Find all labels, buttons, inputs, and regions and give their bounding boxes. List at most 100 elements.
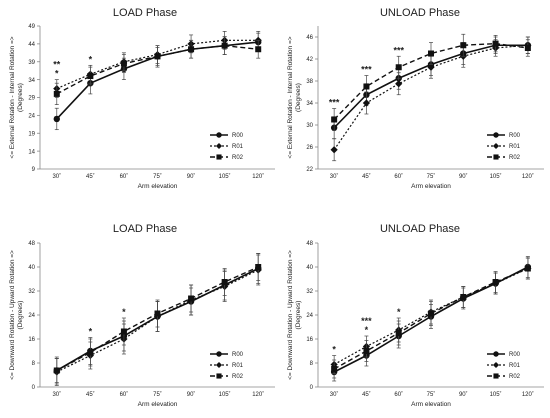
data-point bbox=[120, 60, 127, 67]
x-tick-label: 120˚ bbox=[252, 391, 264, 398]
x-tick-label: 60˚ bbox=[394, 173, 403, 180]
x-tick-label: 75˚ bbox=[153, 391, 162, 398]
legend-marker bbox=[492, 142, 500, 150]
x-axis-label: Arm elevation bbox=[411, 401, 451, 408]
data-point bbox=[255, 46, 262, 53]
y-tick-label: 34 bbox=[306, 101, 313, 107]
data-point bbox=[428, 310, 434, 317]
data-point bbox=[120, 328, 127, 335]
legend-label: R00 bbox=[232, 133, 244, 139]
legend-marker bbox=[215, 361, 223, 369]
data-point bbox=[53, 367, 60, 374]
y-tick-label: 8 bbox=[32, 361, 36, 367]
x-tick-label: 45˚ bbox=[362, 173, 371, 180]
data-point bbox=[221, 279, 228, 285]
chart-title: UNLOAD Phase bbox=[380, 7, 460, 19]
significance-marker: ** bbox=[53, 60, 61, 70]
legend-label: R02 bbox=[509, 155, 521, 161]
x-tick-label: 30˚ bbox=[52, 391, 61, 398]
x-tick-label: 45˚ bbox=[86, 391, 95, 398]
legend-marker bbox=[493, 351, 499, 357]
data-point bbox=[188, 46, 195, 53]
data-point bbox=[492, 279, 499, 285]
data-point bbox=[53, 90, 60, 97]
y-tick-label: 22 bbox=[306, 167, 313, 173]
data-point bbox=[492, 40, 499, 47]
legend-marker bbox=[215, 142, 223, 150]
significance-marker: * bbox=[332, 345, 336, 355]
x-tick-label: 75˚ bbox=[427, 173, 436, 180]
significance-marker: * bbox=[397, 307, 401, 317]
data-point bbox=[331, 116, 338, 123]
data-point bbox=[460, 42, 467, 49]
legend-marker bbox=[492, 361, 500, 369]
x-tick-label: 120˚ bbox=[252, 173, 264, 180]
legend-label: R01 bbox=[509, 144, 521, 150]
y-tick-label: 32 bbox=[306, 289, 313, 295]
series-R02 bbox=[331, 257, 531, 379]
data-point bbox=[460, 294, 467, 300]
data-point bbox=[428, 50, 434, 57]
y-axis-label: <= External Rotation - Internal Rotation… bbox=[287, 36, 294, 158]
y-tick-label: 49 bbox=[28, 24, 35, 30]
x-tick-label: 105˚ bbox=[490, 391, 502, 398]
legend-label: R00 bbox=[232, 352, 244, 358]
legend: R00 R01 R02 bbox=[210, 132, 244, 161]
y-tick-label: 24 bbox=[306, 313, 313, 319]
significance-marker: * bbox=[89, 54, 93, 64]
y-tick-label: 46 bbox=[306, 35, 313, 41]
significance-marker: *** bbox=[361, 65, 372, 75]
y-tick-label: 9 bbox=[32, 167, 36, 173]
y-tick-label: 0 bbox=[32, 385, 36, 391]
data-point bbox=[154, 53, 161, 60]
legend: R00 R01 R02 bbox=[487, 132, 521, 161]
y-axis-label-unit: (Degrees) bbox=[295, 301, 302, 330]
legend-marker bbox=[216, 132, 222, 138]
series-R02 bbox=[53, 253, 262, 383]
data-point bbox=[524, 265, 531, 272]
x-tick-label: 105˚ bbox=[490, 173, 502, 180]
legend-marker bbox=[493, 132, 499, 138]
data-point bbox=[524, 45, 531, 51]
data-point bbox=[331, 366, 338, 372]
data-point bbox=[154, 310, 161, 317]
x-tick-label: 90˚ bbox=[459, 391, 468, 398]
y-tick-label: 40 bbox=[28, 265, 35, 271]
chart-panel-2: UNLOAD Phase 22 26 30 34 38 42 46 30˚ 45˚ 60˚ 75˚ 90… bbox=[287, 7, 544, 190]
legend-label: R02 bbox=[232, 374, 244, 380]
y-axis-label: <= Downward Rotation - Upward Rotation =… bbox=[9, 250, 16, 380]
data-point bbox=[53, 115, 60, 123]
significance-marker: * bbox=[89, 327, 93, 337]
chart-panel-3: LOAD Phase 0 8 16 24 32 40 48 30˚ 45˚ 60˚ 75˚ 90˚ 105… bbox=[9, 223, 275, 408]
data-point bbox=[255, 264, 262, 270]
y-tick-label: 48 bbox=[306, 241, 313, 247]
y-axis-label-unit: (Degrees) bbox=[295, 83, 302, 112]
series-R02 bbox=[331, 33, 531, 131]
significance-marker: * bbox=[55, 69, 59, 79]
y-tick-label: 16 bbox=[28, 337, 35, 343]
x-tick-label: 30˚ bbox=[52, 173, 61, 180]
x-tick-label: 120˚ bbox=[522, 391, 534, 398]
data-point bbox=[87, 73, 94, 80]
data-point bbox=[362, 99, 371, 107]
data-point bbox=[395, 64, 402, 71]
y-tick-label: 26 bbox=[306, 145, 313, 151]
chart-title: UNLOAD Phase bbox=[380, 223, 460, 235]
x-tick-label: 30˚ bbox=[330, 173, 339, 180]
x-tick-label: 30˚ bbox=[330, 391, 339, 398]
y-tick-label: 8 bbox=[310, 361, 314, 367]
legend-marker bbox=[216, 351, 222, 357]
y-axis-label-unit: (Degrees) bbox=[17, 301, 24, 330]
y-axis-label: <= Downward Rotation - Upward Rotation =… bbox=[287, 250, 294, 380]
y-tick-label: 0 bbox=[310, 385, 314, 391]
y-axis-label: <= External Rotation - Internal Rotation… bbox=[9, 36, 16, 158]
y-tick-label: 38 bbox=[306, 79, 313, 85]
y-tick-label: 32 bbox=[28, 289, 35, 295]
x-tick-label: 60˚ bbox=[394, 391, 403, 398]
significance-marker: *** bbox=[361, 316, 372, 326]
legend-label: R00 bbox=[509, 133, 521, 139]
chart-title: LOAD Phase bbox=[113, 7, 177, 19]
y-tick-label: 34 bbox=[28, 78, 35, 84]
legend-label: R02 bbox=[509, 374, 521, 380]
y-tick-label: 39 bbox=[28, 60, 35, 66]
